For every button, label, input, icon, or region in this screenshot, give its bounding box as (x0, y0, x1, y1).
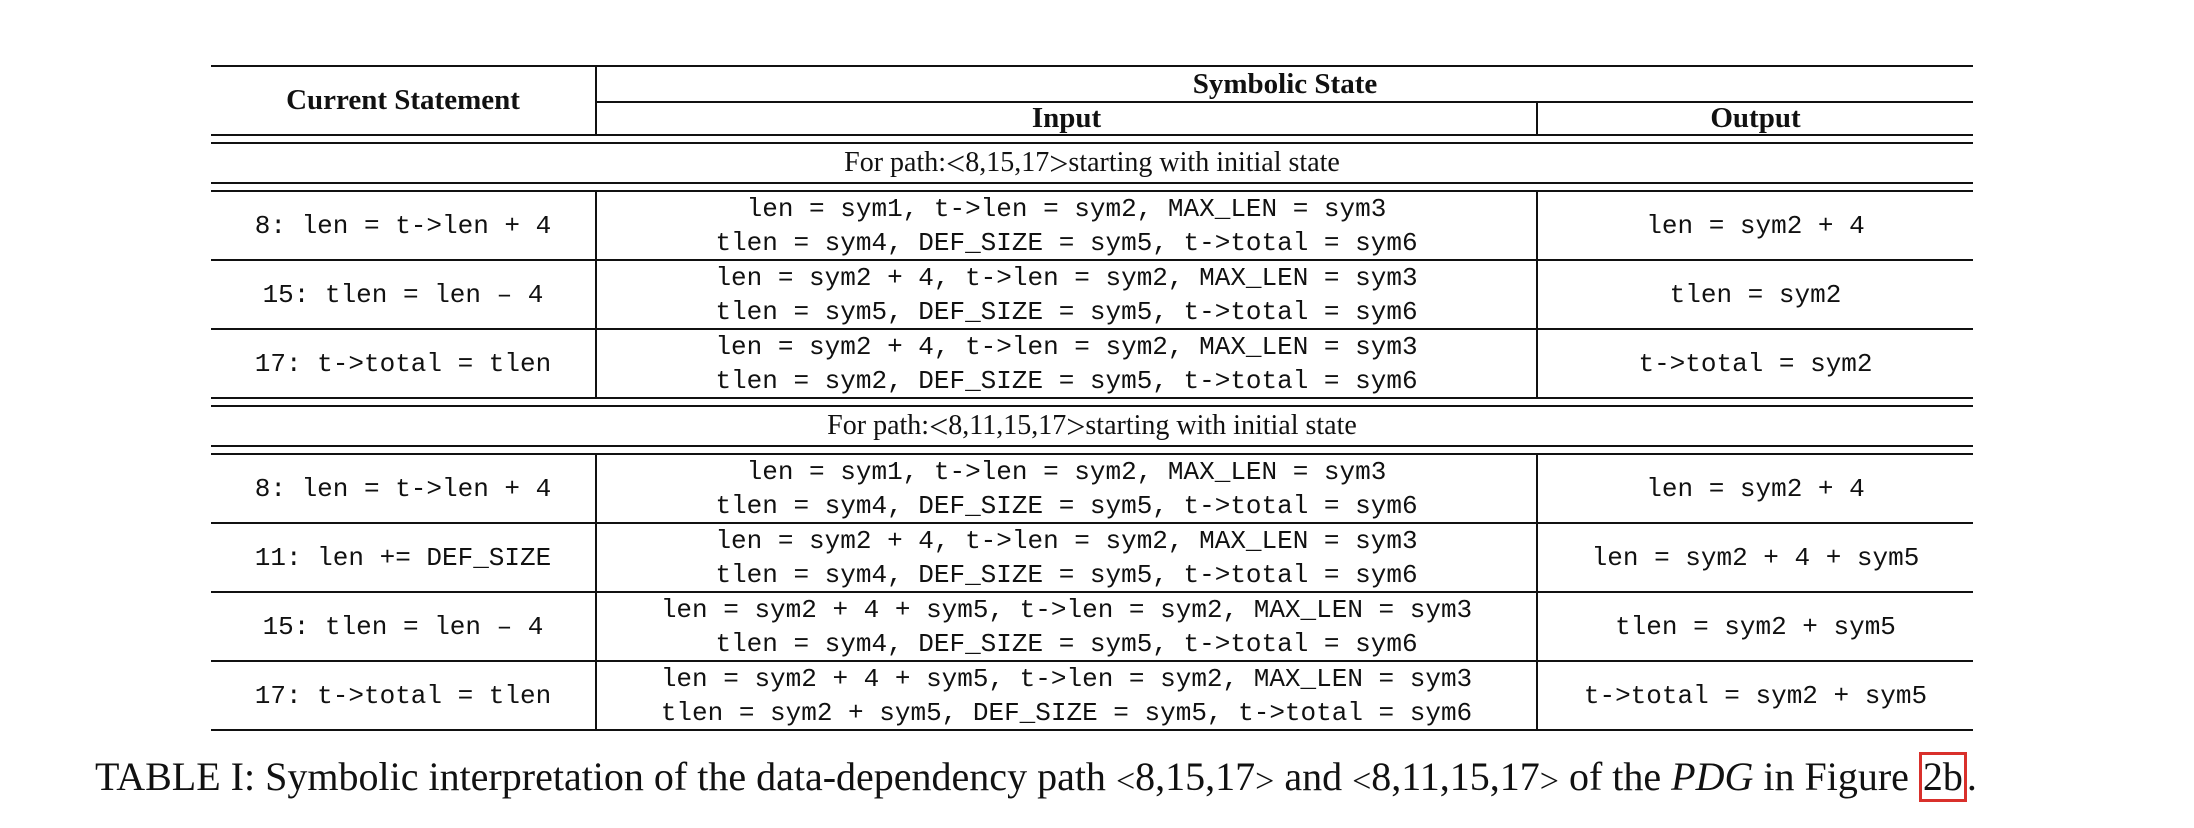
table-row-input: len = sym1, t->len = sym2, MAX_LEN = sym… (597, 192, 1536, 259)
section-1-rule-2 (211, 190, 1973, 192)
header-bottom-rule-2 (211, 142, 1973, 144)
table-row-statement: 17: t->total = tlen (254, 680, 552, 711)
table-row-statement: 8: len = t->len + 4 (254, 210, 552, 241)
input-line-1: len = sym2 + 4, t->len = sym2, MAX_LEN =… (715, 525, 1418, 556)
section-1-divider-2 (1536, 191, 1538, 399)
table-row-output: len = sym2 + 4 (1646, 210, 1865, 241)
input-line-2: tlen = sym4, DEF_SIZE = sym5, t->total =… (715, 559, 1418, 590)
table-bottom-rule (211, 729, 1973, 731)
header-divider-2 (1536, 101, 1538, 135)
table-row-input: len = sym2 + 4 + sym5, t->len = sym2, MA… (597, 593, 1536, 660)
section-2-rule-2 (211, 453, 1973, 455)
section-1-title: For path: <8,15,17 > starting with initia… (844, 146, 1340, 183)
section-1-rule (211, 182, 1973, 184)
input-line-2: tlen = sym5, DEF_SIZE = sym5, t->total =… (715, 296, 1418, 327)
table-row-statement: 8: len = t->len + 4 (254, 473, 552, 504)
header-current-statement: Current Statement (286, 84, 520, 116)
input-line-2: tlen = sym4, DEF_SIZE = sym5, t->total =… (715, 490, 1418, 521)
table-row-output: t->total = sym2 + sym5 (1583, 680, 1928, 711)
table-row-statement: 11: len += DEF_SIZE (254, 542, 552, 573)
row-rule (211, 259, 1973, 261)
section-1-bottom-rule-2 (211, 405, 1973, 407)
input-line-2: tlen = sym2 + sym5, DEF_SIZE = sym5, t->… (660, 697, 1473, 728)
row-rule (211, 522, 1973, 524)
table-row-input: len = sym1, t->len = sym2, MAX_LEN = sym… (597, 455, 1536, 522)
table-row-output: t->total = sym2 (1638, 348, 1873, 379)
table-row-output: tlen = sym2 + sym5 (1615, 611, 1896, 642)
table-caption: TABLE I: Symbolic interpretation of the … (95, 752, 1977, 802)
section-2-path: 8,11,15,17 (948, 410, 1067, 441)
table-row-input: len = sym2 + 4, t->len = sym2, MAX_LEN =… (597, 330, 1536, 397)
input-line-2: tlen = sym4, DEF_SIZE = sym5, t->total =… (715, 628, 1418, 659)
table-row-output: tlen = sym2 (1669, 279, 1842, 310)
input-line-1: len = sym2 + 4, t->len = sym2, MAX_LEN =… (715, 331, 1418, 362)
input-line-1: len = sym1, t->len = sym2, MAX_LEN = sym… (746, 193, 1387, 224)
table-row-input: len = sym2 + 4, t->len = sym2, MAX_LEN =… (597, 524, 1536, 591)
section-1-path: 8,15,17 (965, 147, 1050, 178)
header-bottom-rule (211, 134, 1973, 136)
header-symbolic-state: Symbolic State (1192, 67, 1378, 100)
section-1-divider-1 (595, 191, 597, 399)
section-2-title: For path: <8,11,15,17 > starting with ini… (827, 409, 1357, 446)
header-output: Output (1710, 102, 1801, 134)
table-top-rule (211, 65, 1973, 67)
table-row-output: len = sym2 + 4 (1646, 473, 1865, 504)
input-line-1: len = sym1, t->len = sym2, MAX_LEN = sym… (746, 456, 1387, 487)
row-rule (211, 660, 1973, 662)
header-split-rule (595, 101, 1973, 103)
input-line-2: tlen = sym4, DEF_SIZE = sym5, t->total =… (715, 227, 1418, 258)
row-rule (211, 591, 1973, 593)
row-rule (211, 328, 1973, 330)
input-line-1: len = sym2 + 4 + sym5, t->len = sym2, MA… (660, 594, 1473, 625)
header-input: Input (1031, 102, 1102, 134)
table-row-input: len = sym2 + 4, t->len = sym2, MAX_LEN =… (597, 261, 1536, 328)
input-line-1: len = sym2 + 4 + sym5, t->len = sym2, MA… (660, 663, 1473, 694)
table-row-input: len = sym2 + 4 + sym5, t->len = sym2, MA… (597, 662, 1536, 729)
table-row-statement: 15: tlen = len – 4 (262, 279, 544, 310)
table-row-statement: 17: t->total = tlen (254, 348, 552, 379)
table-row-output: len = sym2 + 4 + sym5 (1591, 542, 1920, 573)
input-line-2: tlen = sym2, DEF_SIZE = sym5, t->total =… (715, 365, 1418, 396)
figure-reference-link[interactable]: 2b (1918, 752, 1967, 802)
section-1-bottom-rule (211, 397, 1973, 399)
header-divider-1 (595, 65, 597, 135)
input-line-1: len = sym2 + 4, t->len = sym2, MAX_LEN =… (715, 262, 1418, 293)
section-2-rule (211, 445, 1973, 447)
table-row-statement: 15: tlen = len – 4 (262, 611, 544, 642)
